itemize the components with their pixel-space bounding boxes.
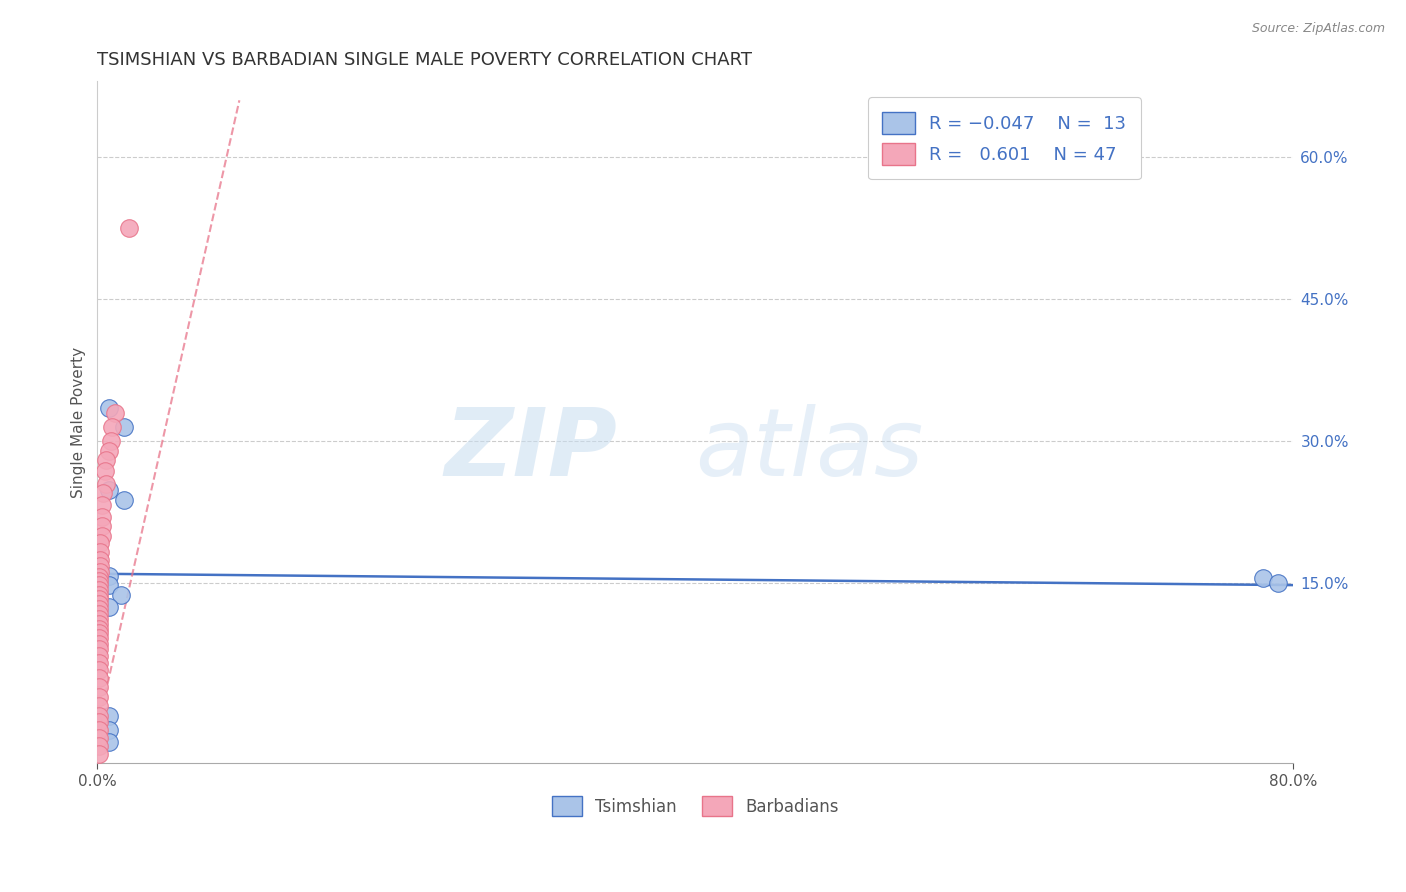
Point [87,616,110,631]
Text: TSIMSHIAN VS BARBADIAN SINGLE MALE POVERTY CORRELATION CHART: TSIMSHIAN VS BARBADIAN SINGLE MALE POVER… [97,51,752,69]
Point [87,699,110,714]
Point [112,492,135,507]
Point [87,597,110,611]
Point [87,601,110,615]
Point [87,612,110,626]
Point [118,221,141,235]
Point [90,510,112,524]
Point [87,642,110,657]
Point [94,465,117,479]
Point [98,578,121,592]
Point [98,443,121,458]
Point [87,671,110,685]
Point [98,599,121,614]
Point [112,420,135,434]
Point [98,401,121,415]
Point [87,588,110,602]
Point [96,453,118,467]
Point [87,574,110,589]
Text: atlas: atlas [696,404,924,495]
Point [87,637,110,651]
Point [98,723,121,737]
Point [87,690,110,704]
Point [98,568,121,582]
Point [87,569,110,583]
Point [89,565,111,579]
Point [1267,576,1289,591]
Point [89,545,111,559]
Point [1253,572,1275,586]
Point [98,483,121,498]
Text: Source: ZipAtlas.com: Source: ZipAtlas.com [1251,22,1385,36]
Point [90,529,112,543]
Point [89,536,111,550]
Point [87,582,110,597]
Point [87,708,110,723]
Point [98,708,121,723]
Point [87,715,110,730]
Legend: Tsimshian, Barbadians: Tsimshian, Barbadians [546,789,845,823]
Point [98,735,121,749]
Point [87,656,110,670]
Point [87,731,110,745]
Point [87,626,110,640]
Point [87,663,110,677]
Point [87,747,110,761]
Point [101,420,124,434]
Y-axis label: Single Male Poverty: Single Male Poverty [72,347,86,498]
Point [87,578,110,592]
Point [90,498,112,512]
Text: ZIP: ZIP [444,403,617,496]
Point [90,519,112,533]
Point [110,588,132,602]
Point [96,476,118,491]
Point [100,434,122,449]
Point [87,631,110,645]
Point [89,559,111,574]
Point [87,681,110,695]
Point [87,622,110,636]
Point [104,406,127,420]
Point [91,486,114,500]
Point [87,649,110,664]
Point [87,592,110,607]
Point [87,607,110,621]
Point [87,739,110,753]
Point [89,552,111,566]
Point [87,723,110,737]
